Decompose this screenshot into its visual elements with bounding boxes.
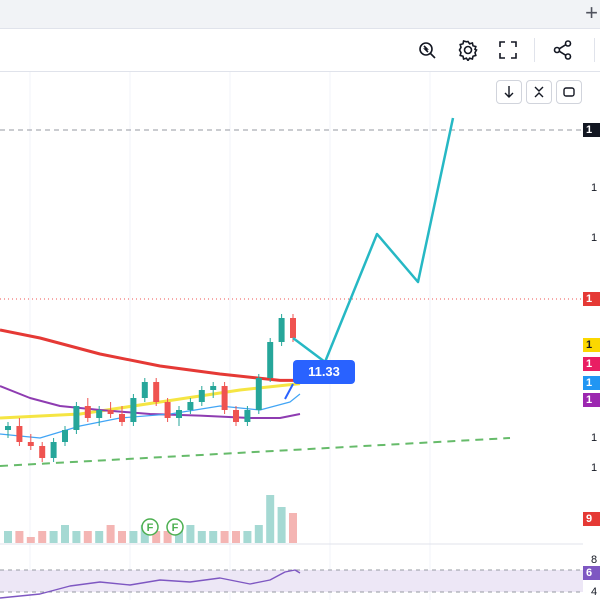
volume-bar: [118, 531, 126, 543]
ema-yellow-line: [0, 382, 301, 420]
volume-bar: [175, 531, 183, 543]
arrow-down-icon[interactable]: [496, 80, 522, 104]
axis-label: 1: [591, 432, 598, 444]
price-tag-top: 1: [583, 123, 600, 137]
candle-body: [107, 410, 114, 414]
candle-body: [176, 410, 182, 418]
candle-body: [119, 414, 125, 422]
candle-body: [141, 382, 148, 398]
price-tag-rsi: 6: [583, 566, 600, 580]
projection-path: [292, 117, 455, 364]
volume-bar: [15, 531, 24, 543]
volume-bar: [197, 531, 206, 543]
candle-body: [221, 386, 228, 410]
volume-bar: [289, 513, 297, 543]
volume-bar: [26, 537, 35, 543]
maximize-icon[interactable]: [556, 80, 582, 104]
candle-body: [153, 382, 160, 402]
price-callout[interactable]: 11.33: [293, 360, 355, 384]
candle-body: [210, 386, 217, 390]
event-marker-label: F: [147, 522, 154, 534]
volume-bar: [49, 531, 58, 543]
volume-bar: [72, 531, 81, 543]
axis-label: 4: [591, 586, 598, 598]
candle-body: [50, 442, 57, 458]
volume-bar: [277, 507, 286, 543]
chart-toolbar: [0, 29, 600, 72]
alert-clock-icon[interactable]: [414, 37, 440, 63]
callout-pointer: [284, 383, 294, 400]
volume-bar: [209, 531, 218, 543]
volume-bar: [232, 531, 240, 543]
price-tag-ema-red: 1: [583, 357, 600, 371]
axis-label: 8: [591, 554, 598, 566]
event-marker: [166, 518, 184, 536]
candle-body: [73, 406, 80, 430]
rsi-line: [0, 569, 301, 599]
top-strip: +: [0, 0, 600, 29]
volume-bar: [152, 531, 161, 543]
collapse-icon[interactable]: [526, 80, 552, 104]
ema-red-line: [0, 328, 300, 382]
candle-body: [16, 426, 23, 442]
axis-label: 1: [591, 182, 598, 194]
axis-label: 1: [591, 462, 598, 474]
volume-bar: [38, 531, 47, 543]
candle-body: [5, 426, 11, 430]
ma-purple-line: [0, 385, 301, 419]
axis-label: 1: [591, 232, 598, 244]
volume-bar: [4, 531, 12, 543]
event-marker: [141, 518, 159, 536]
candle-body: [278, 318, 285, 342]
volume-bar: [163, 531, 172, 543]
fullscreen-icon[interactable]: [495, 37, 521, 63]
price-tag-last: 1: [583, 292, 600, 306]
volume-bar: [61, 525, 69, 543]
candle-body: [96, 410, 103, 418]
price-tag-volume: 9: [583, 512, 600, 526]
candle-body: [62, 430, 68, 442]
price-tag-ma-purple: 1: [583, 393, 600, 407]
volume-bar: [129, 531, 138, 543]
candle-body: [255, 378, 262, 410]
volume-bar: [254, 525, 263, 543]
price-tag-ema-yellow: 1: [583, 338, 600, 352]
candle-body: [130, 398, 137, 422]
candle-body: [244, 410, 251, 422]
price-tag-ma-blue: 1: [583, 376, 600, 390]
candle-body: [267, 342, 274, 378]
candle-body: [27, 442, 34, 446]
candle-body: [198, 390, 205, 402]
candle-body: [233, 410, 239, 422]
volume-bar: [220, 531, 229, 543]
volume-bar: [83, 531, 92, 543]
rsi-band: [0, 570, 583, 592]
candle-body: [290, 318, 296, 338]
volume-bar: [106, 525, 115, 543]
candle-body: [39, 446, 46, 458]
toolbar-divider: [534, 38, 535, 62]
volume-bar: [186, 525, 195, 543]
trend-line: [0, 437, 511, 467]
candle-body: [187, 402, 194, 410]
toolbar-divider-2: [594, 38, 595, 62]
gear-icon[interactable]: [455, 37, 481, 63]
candle-body: [84, 406, 91, 418]
volume-bar: [243, 531, 252, 543]
volume-bar: [95, 531, 104, 543]
event-marker-label: F: [172, 522, 179, 534]
add-tab-icon[interactable]: +: [585, 0, 598, 25]
candle-body: [164, 402, 171, 418]
volume-bar: [266, 495, 275, 543]
share-icon[interactable]: [550, 37, 576, 63]
